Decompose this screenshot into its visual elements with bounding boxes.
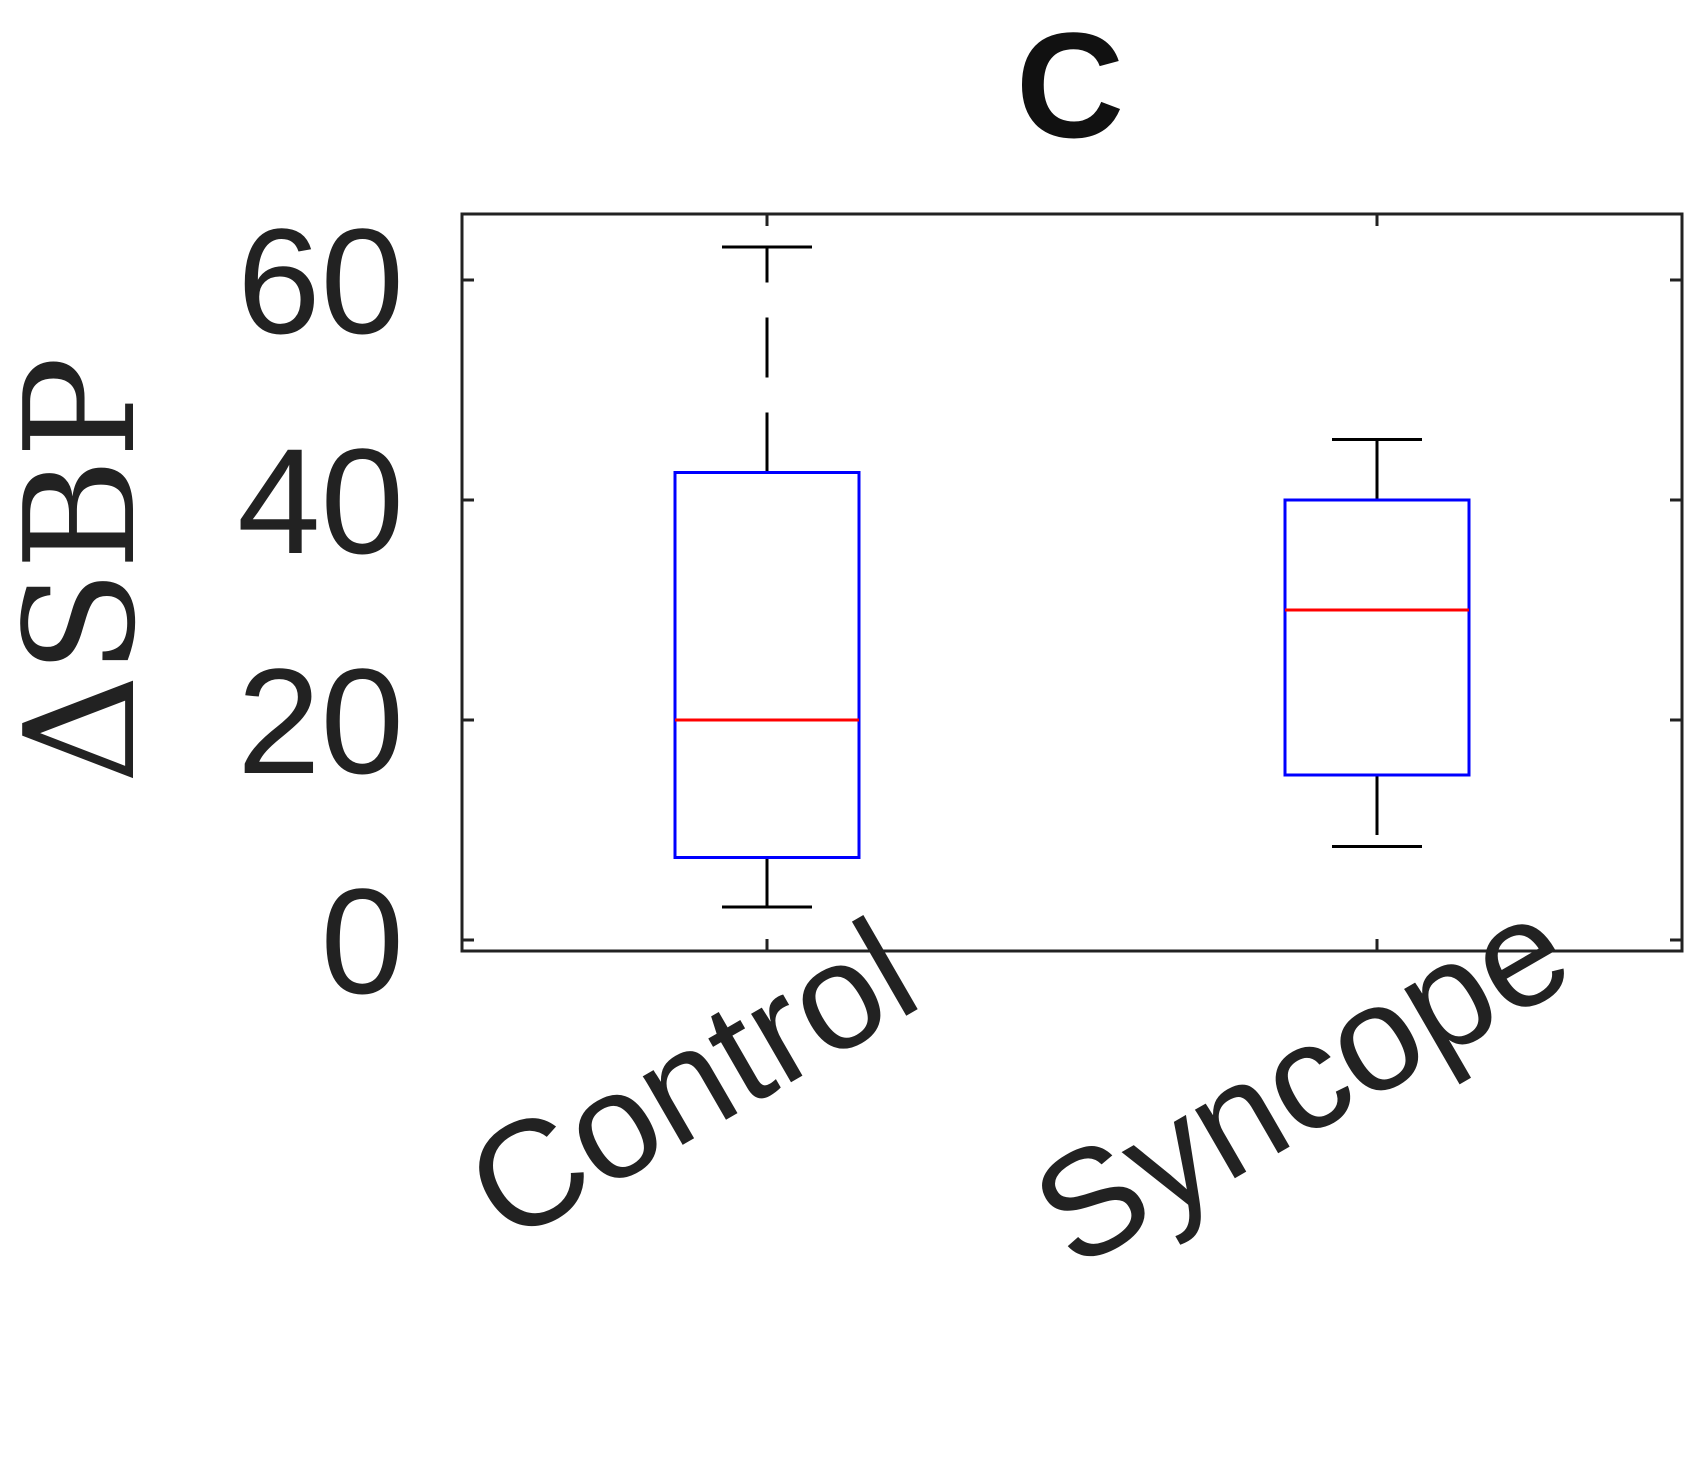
y-tick-label: 20 [237, 637, 404, 805]
y-tick-label: 60 [237, 197, 404, 365]
box-syncope [1283, 438, 1471, 848]
iqr-box [673, 471, 861, 859]
x-category-label: Control [440, 886, 943, 1273]
iqr-box [1283, 498, 1471, 777]
x-category-label: Syncope [1006, 861, 1596, 1298]
chart-title: C [1016, 1, 1124, 169]
box-control [673, 245, 861, 909]
y-axis-label: ΔSBP [0, 356, 169, 784]
plot-frame [460, 212, 1684, 953]
box-series [673, 245, 1471, 909]
y-axis-ticks: 0 20 40 60 [237, 197, 1682, 1025]
y-tick-label: 0 [321, 857, 404, 1025]
y-tick-label: 40 [237, 417, 404, 585]
